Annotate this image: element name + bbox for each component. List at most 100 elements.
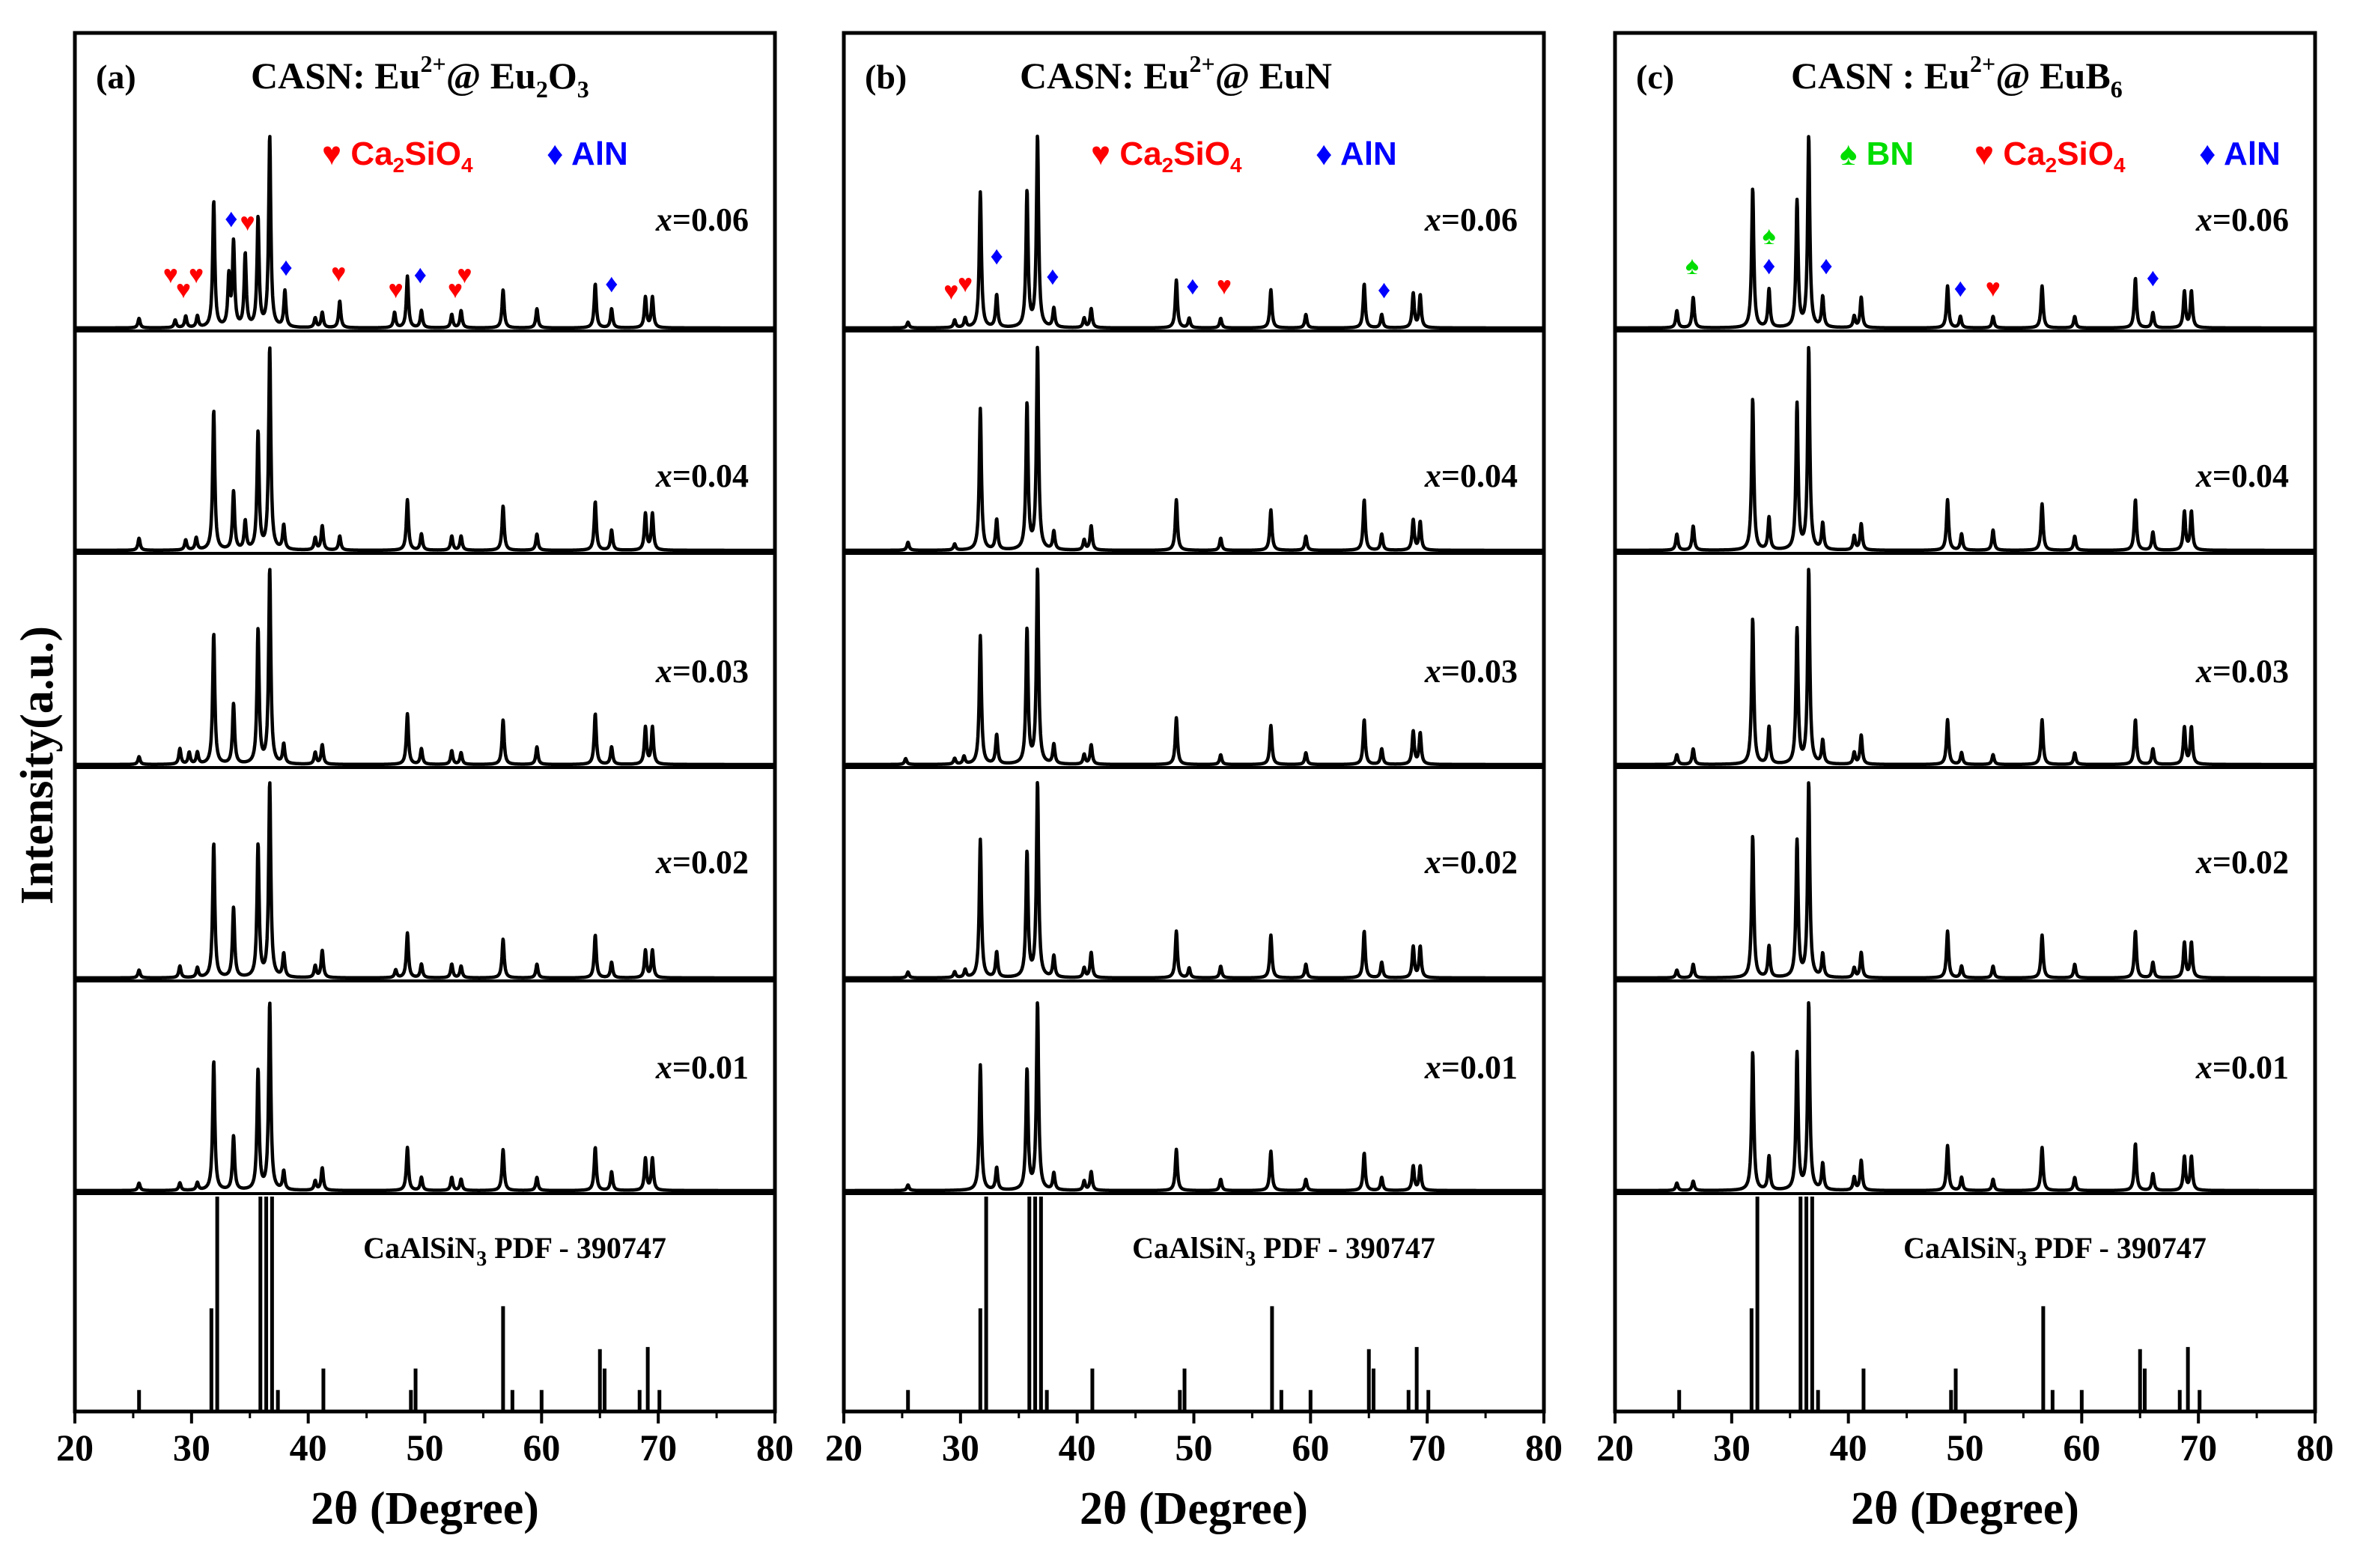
phase-marker: ♥ — [189, 261, 204, 289]
xrd-trace-x=0.06 — [842, 134, 1545, 330]
xrd-trace-x=0.02 — [842, 781, 1545, 980]
legend-entry: ♥ Ca2SiO4 — [1091, 136, 1242, 177]
x-tick-label: 20 — [56, 1426, 94, 1468]
xrd-trace-x=0.06 — [1614, 135, 2317, 330]
reference-label: CaAlSiN3 PDF - 390747 — [1903, 1231, 2207, 1271]
phase-marker: ♥ — [176, 276, 191, 304]
phase-marker: ♦ — [1046, 262, 1059, 291]
legend-entry: ♦ AlN — [1316, 136, 1397, 172]
x-tick-label: 30 — [173, 1426, 210, 1468]
phase-marker: ♦ — [605, 270, 618, 298]
phase-marker: ♥ — [958, 270, 973, 298]
legend-entry: ♥ Ca2SiO4 — [1974, 136, 2126, 177]
phase-marker: ♦ — [414, 261, 427, 289]
x-tick-label: 60 — [1292, 1426, 1329, 1468]
phase-marker: ♥ — [1986, 274, 2001, 303]
xrd-trace-x=0.04 — [73, 346, 776, 553]
phase-marker: ♦ — [990, 242, 1003, 270]
phase-marker: ♠ — [1763, 222, 1776, 250]
panel-title: CASN: Eu2+@ Eu2O3 — [251, 50, 589, 103]
panel-letter: (c) — [1636, 58, 1674, 96]
panel-letter: (a) — [96, 58, 136, 96]
phase-marker: ♥ — [448, 276, 463, 304]
x-tick-label: 20 — [1596, 1426, 1634, 1468]
panel-a: x=0.06 x=0.04 x=0.03 x=0.02 x=0.01 CaAlSiN3 P… — [56, 31, 794, 1534]
xrd-trace-x=0.01 — [842, 1001, 1545, 1193]
x-tick-label: 30 — [942, 1426, 979, 1468]
x-tick-label: 50 — [1947, 1426, 1984, 1468]
x-tick-label: 50 — [407, 1426, 444, 1468]
xrd-trace-x=0.03 — [1614, 568, 2317, 767]
panel-frame — [73, 31, 777, 1414]
x-tick-label: 30 — [1713, 1426, 1751, 1468]
xrd-trace-x=0.01 — [1614, 1001, 2317, 1193]
xrd-trace-x=0.02 — [73, 781, 776, 980]
x-tick-label: 80 — [2296, 1426, 2334, 1468]
phase-marker: ♥ — [331, 259, 346, 288]
x-tick-label: 80 — [1525, 1426, 1563, 1468]
series-label: x=0.01 — [655, 1049, 749, 1086]
legend-entry: ♥ Ca2SiO4 — [322, 136, 473, 177]
series-label: x=0.03 — [655, 653, 749, 690]
panel-frame — [1613, 31, 2317, 1414]
series-label: x=0.06 — [655, 201, 749, 238]
series-label: x=0.01 — [1424, 1049, 1518, 1086]
series-label: x=0.02 — [655, 844, 749, 881]
y-axis-title: Intensity(a.u.) — [12, 626, 63, 905]
series-label: x=0.02 — [2195, 844, 2289, 881]
phase-marker: ♦ — [225, 204, 237, 233]
series-label: x=0.04 — [2195, 458, 2289, 494]
legend-entry: ♦ AlN — [547, 136, 628, 172]
series-label: x=0.04 — [655, 458, 749, 494]
x-axis-title: 2θ (Degree) — [1080, 1483, 1308, 1534]
panel-c: x=0.06 x=0.04 x=0.03 x=0.02 x=0.01 CaAlSiN3 P… — [1596, 31, 2334, 1534]
series-label: x=0.04 — [1424, 458, 1518, 494]
x-tick-label: 60 — [2063, 1426, 2100, 1468]
series-label: x=0.06 — [1424, 201, 1518, 238]
phase-marker: ♥ — [388, 276, 403, 304]
phase-marker: ♠ — [1685, 252, 1699, 280]
series-label: x=0.03 — [1424, 653, 1518, 690]
xrd-trace-x=0.03 — [842, 567, 1545, 767]
phase-marker: ♥ — [457, 261, 472, 289]
xrd-trace-x=0.01 — [73, 1001, 776, 1193]
x-tick-label: 40 — [1059, 1426, 1096, 1468]
phase-marker: ♦ — [279, 253, 292, 282]
panel-frame — [842, 31, 1546, 1414]
phase-marker: ♦ — [1378, 276, 1390, 304]
x-tick-label: 70 — [1408, 1426, 1446, 1468]
phase-marker: ♥ — [240, 208, 255, 237]
x-tick-label: 40 — [1830, 1426, 1867, 1468]
xrd-trace-x=0.02 — [1614, 781, 2317, 980]
phase-marker: ♦ — [1954, 274, 1967, 303]
legend-entry: ♠ BN — [1840, 136, 1914, 172]
xrd-trace-x=0.06 — [73, 135, 776, 330]
x-tick-label: 70 — [2180, 1426, 2217, 1468]
legend-entry: ♦ AlN — [2199, 136, 2281, 172]
x-axis-title: 2θ (Degree) — [1851, 1483, 2079, 1534]
phase-marker: ♦ — [2147, 264, 2159, 292]
reference-label: CaAlSiN3 PDF - 390747 — [363, 1231, 666, 1271]
xrd-trace-x=0.03 — [73, 568, 776, 767]
panel-title: CASN: Eu2+@ EuN — [1020, 50, 1332, 97]
series-label: x=0.02 — [1424, 844, 1518, 881]
x-tick-label: 40 — [290, 1426, 327, 1468]
series-label: x=0.06 — [2195, 201, 2289, 238]
phase-marker: ♦ — [1819, 252, 1832, 280]
x-tick-label: 70 — [639, 1426, 677, 1468]
xrd-trace-x=0.04 — [842, 345, 1545, 553]
x-axis-title: 2θ (Degree) — [311, 1483, 539, 1534]
x-tick-label: 60 — [523, 1426, 560, 1468]
phase-marker: ♥ — [943, 277, 958, 306]
x-tick-label: 80 — [756, 1426, 794, 1468]
phase-marker: ♦ — [1763, 252, 1775, 280]
reference-label: CaAlSiN3 PDF - 390747 — [1132, 1231, 1435, 1271]
x-tick-label: 50 — [1176, 1426, 1213, 1468]
phase-marker: ♦ — [1186, 272, 1199, 300]
phase-marker: ♥ — [1217, 272, 1232, 300]
panel-letter: (b) — [865, 58, 907, 96]
panel-title: CASN : Eu2+@ EuB6 — [1791, 50, 2123, 103]
series-label: x=0.01 — [2195, 1049, 2289, 1086]
phase-marker: ♥ — [163, 261, 178, 289]
